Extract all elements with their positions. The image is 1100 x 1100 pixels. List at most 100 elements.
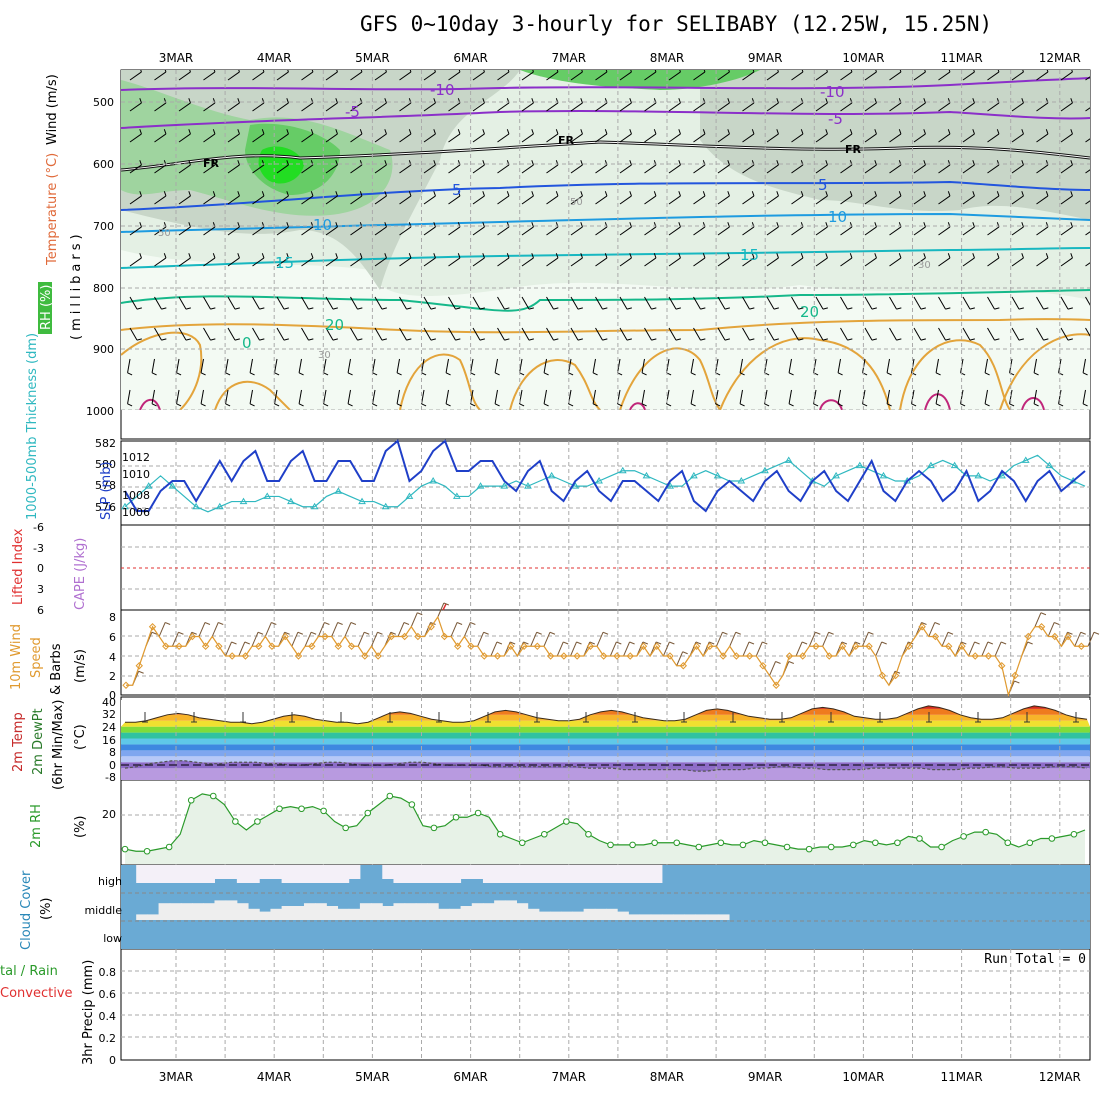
wind-barb [301,71,314,81]
wind-barb-flag [969,338,975,341]
wind-barb [129,164,142,174]
wind-barb-flag [553,307,559,310]
wind-barb [889,102,902,112]
wind-barb [644,296,652,310]
wind-barb-flag [543,372,549,376]
cloud-middle-bar [303,903,316,920]
thickness-tick-576: 576 [95,501,116,514]
surface-wind-barb [543,632,551,647]
rh-point [232,818,239,825]
rh2m-axis-label: 2m RH [29,804,44,848]
wind-barb-flag [553,338,559,341]
surface-wind-barb-flag [828,631,834,635]
temp-minmax-label: (6hr Min/Max) [51,700,66,790]
wind-barb-flag [139,160,142,166]
wind-barb-flag [507,70,510,73]
wind-speed-point [241,652,250,660]
upper-gridlines [121,70,1090,410]
wind-barb-flag [483,70,485,73]
rh-point [563,818,570,825]
wind-barb-flag [850,70,853,73]
wind-barb [570,71,583,81]
wind-barb [1082,389,1086,404]
thickness-point [239,497,248,505]
surface-wind-barbs [132,602,1100,696]
rh-axis-label: RH (%) [39,285,54,330]
wind-barb-flag [470,372,476,376]
wind-barb [1036,226,1049,236]
wind-barb [497,133,510,143]
wind-barb-flag [580,160,583,166]
thickness-point [927,461,935,469]
thickness-point [381,502,390,510]
wind-barb [448,71,461,81]
wind10m-barbs-label: & Barbs [49,643,64,695]
wind-barb-flag [592,403,598,407]
wind-barb [815,327,824,341]
thickness-point [334,487,343,494]
wind-barb-flag [727,160,730,166]
wind-barb-flag [764,403,770,407]
wind-barb-flag [568,372,574,376]
wind-barb [693,133,706,143]
contour-label-20: 20 [325,316,344,334]
thickness-point [192,502,200,510]
wind-barb [889,296,897,310]
rh-point [320,807,327,815]
surface-wind-barb [716,632,723,647]
cloud-middle-bar [281,906,294,920]
wind-barb [570,102,583,112]
wind-barb [546,296,554,310]
wind-barb-flag [335,191,338,197]
wind-barb-flag [847,307,853,310]
wind-barb [423,195,436,205]
wind-barb [1011,226,1024,236]
cloud-high-bar [617,865,629,883]
wind-speed-point [891,671,900,680]
wind-barb [1011,296,1020,310]
wind-barb [1085,169,1090,174]
wind-barb [276,71,289,81]
rh-point [673,839,681,847]
wind-barb [592,358,596,373]
thickness-point [974,471,983,479]
wind-barb [693,102,706,112]
wind-barb [399,102,412,112]
wind-speed-point [122,681,130,689]
wind-speed-point [931,632,940,641]
wind-barb [938,226,951,236]
thickness-point [666,482,675,489]
wind-barb-flag [629,222,632,228]
thickness-point [855,461,864,469]
wind-barb [619,296,628,310]
wind-barb-flag [972,98,975,104]
wind-barb-flag [555,129,559,135]
date-label-top: 7MAR [552,51,587,65]
wind-barb-flag [862,403,868,407]
wind-barb-flag [727,191,730,197]
wind-barb [203,164,216,174]
wind-speed-point [944,642,953,650]
wind-barb [815,226,828,236]
wind-barb [372,358,376,373]
wind-barb [472,71,485,81]
wind-barb [641,358,645,373]
wind-barb [1009,389,1013,404]
wind-barb [154,327,162,341]
wind-barb-flag [678,253,681,259]
wind-barb-flag [359,191,363,197]
wind-barb-flag [335,129,338,135]
wind-barb-flag [800,129,804,135]
cloud-high-bar [583,865,596,883]
wind-barb-flag [1095,191,1097,196]
wind-barb-flag [678,191,681,197]
wind-barb [225,389,229,404]
surface-wind-barb [530,632,538,647]
wind-barb [546,133,559,143]
wind-barb [644,195,657,205]
wind-barb [227,296,236,310]
wind-barb-flag [580,253,583,259]
cloud-high-clear [136,865,663,883]
wind-barb [274,389,278,404]
surface-wind-barb-flag [629,641,635,645]
